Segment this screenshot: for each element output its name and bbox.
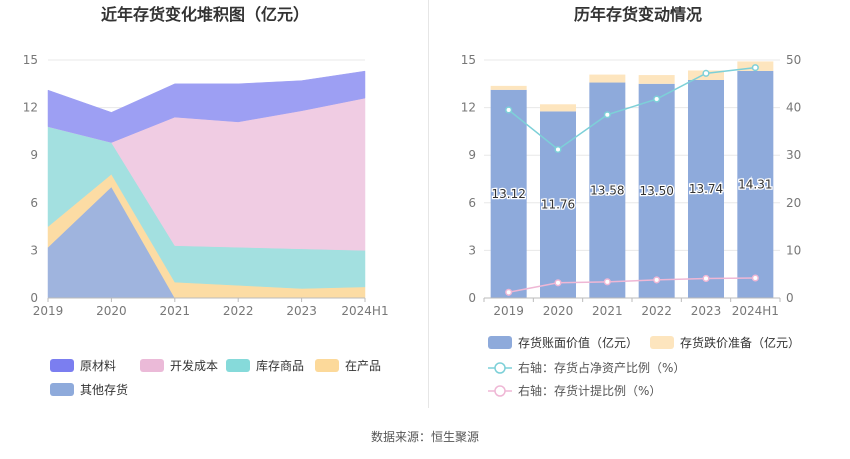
chart2-y-tick-label: 15 [461,53,476,67]
chart2-bar-book-value [589,82,626,298]
chart2-y2-tick-label: 0 [786,291,794,305]
chart2-bar-value-label: 13.58 [590,183,624,197]
chart2-x-tick-label: 2023 [691,304,722,318]
chart2-line-point [554,279,562,287]
inventory-stacked-area-chart: 近年存货变化堆积图（亿元） 0 3 6 9 12 15 2019 2020 2021 2022 202… [23,5,389,397]
chart2-x-tick-label: 2019 [493,304,524,318]
chart1-title: 近年存货变化堆积图（亿元） [101,5,309,24]
chart2-line-point [603,278,611,286]
chart2-bar-book-value [737,70,774,298]
chart2-y-tick-label: 9 [468,148,476,162]
chart2-bar-impairment [540,104,576,112]
chart1-x-tick-label: 2020 [96,304,127,318]
chart2-bar-book-value [540,111,576,299]
chart2-legend-label: 右轴：存货占净资产比例（%） [518,360,685,375]
chart2-line-point [505,106,513,114]
chart2-y-tick-label: 0 [468,291,476,305]
chart2-line-0 [508,66,756,151]
chart1-legend-swatch [140,359,164,372]
chart2-bar-value-label: 11.76 [541,198,575,212]
chart2-bar-impairment [589,74,626,83]
chart1-x-tick-label: 2023 [286,304,317,318]
chart1-legend-label: 开发成本 [170,358,218,373]
chart2-y-tick-label: 12 [461,101,476,115]
chart2-y2-tick-label: 40 [786,101,801,115]
chart2-y2-tick-label: 50 [786,53,801,67]
chart2-x-tick-label: 2024H1 [732,304,779,318]
chart2-line-point [751,64,759,72]
chart2-title: 历年存货变动情况 [574,5,702,24]
chart2-x-tick-label: 2021 [592,304,623,318]
chart2-y2-tick-label: 30 [786,148,801,162]
chart2-bar-book-value [638,83,675,298]
chart1-y-tick-label: 9 [30,148,38,162]
chart2-y2-tick-label: 10 [786,243,801,257]
chart1-y-tick-label: 3 [30,243,38,257]
data-source-note: 数据来源：恒生聚源 [370,430,479,444]
chart2-bar-value-label: 13.50 [639,184,673,198]
chart1-legend-label: 其他存货 [80,382,128,397]
chart2-line-1 [508,277,756,294]
chart2-legend-marker [494,385,506,397]
chart1-y-tick-label: 6 [30,196,38,210]
chart2-bar-impairment [638,75,675,84]
chart2-legend-label: 右轴：存货计提比例（%） [518,383,661,398]
chart1-x-tick-label: 2021 [160,304,191,318]
chart1-x-tick-label: 2024H1 [341,304,388,318]
chart1-area-原材料 [47,70,366,143]
chart1-legend-label: 库存商品 [256,358,304,373]
panel-divider [428,0,429,408]
chart2-y-tick-label: 3 [468,243,476,257]
chart1-y-tick-label: 0 [30,291,38,305]
chart2-bar-book-value [490,89,527,298]
chart2-line-point [702,69,710,77]
chart2-line-point [603,111,611,119]
chart2-line-point [505,288,513,296]
chart1-legend-label: 原材料 [80,359,116,373]
chart2-bar-value-label: 13.12 [491,187,525,201]
chart2-bar-book-value [688,79,724,298]
chart2-legend-swatch [650,336,674,349]
chart2-y-tick-label: 6 [468,196,476,210]
chart2-legend-label: 存货跌价准备（亿元） [680,335,800,350]
chart1-legend-swatch [50,383,74,396]
chart2-bar-value-label: 13.74 [689,182,723,196]
chart2-legend-marker [494,362,506,374]
chart2-legend-label: 存货账面价值（亿元） [518,335,638,350]
chart2-bar-value-label: 14.31 [738,177,772,191]
chart2-y2-tick-label: 20 [786,196,801,210]
chart2-line-point [653,276,661,284]
chart1-legend-swatch [315,359,339,372]
chart2-line-point [751,274,759,282]
chart1-x-tick-label: 2022 [223,304,254,318]
chart2-bar-impairment [490,85,527,90]
chart2-x-tick-label: 2022 [641,304,672,318]
chart1-y-tick-label: 12 [23,101,38,115]
chart1-legend-swatch [226,359,250,372]
chart2-x-tick-label: 2020 [543,304,574,318]
chart2-legend-swatch [488,336,512,349]
chart2-line-point [554,145,562,154]
chart2-line-point [653,95,661,103]
chart1-y-tick-label: 15 [23,53,38,67]
chart1-x-tick-label: 2019 [33,304,64,318]
chart2-line-point [702,274,710,283]
chart1-legend-swatch [50,359,74,372]
inventory-change-bar-chart: 历年存货变动情况 0 3 6 9 12 15 0 10 20 30 40 50 13.12 11.76 13.… [461,5,802,398]
chart1-legend-label: 在产品 [345,359,381,373]
